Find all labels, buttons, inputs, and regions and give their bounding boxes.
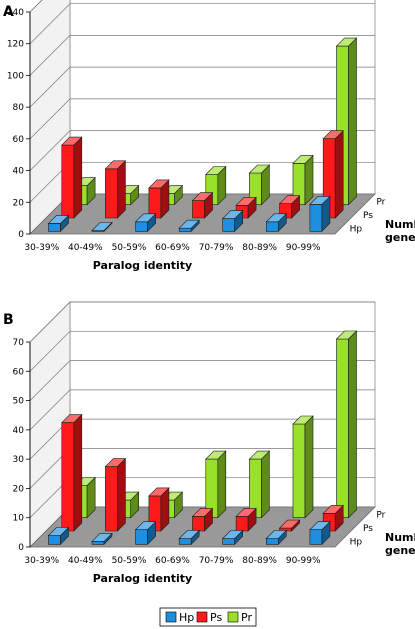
depth-label: Hp bbox=[350, 224, 363, 234]
chart-a: 0 20 40 60 80 100 120 140 30-39% 40-49% 50-59% 60-6… bbox=[7, 0, 415, 272]
bar-hp-60-69% bbox=[178, 529, 200, 546]
bar-ps-50-59% bbox=[148, 179, 170, 219]
bar-hp-80-89% bbox=[265, 529, 288, 546]
x-tick-label: 40-49% bbox=[68, 243, 103, 253]
y-tick-label: 120 bbox=[7, 40, 24, 50]
y-tick-label: 20 bbox=[13, 198, 25, 208]
x-tick-label: 40-49% bbox=[68, 556, 103, 566]
legend-swatch-pr bbox=[227, 611, 239, 623]
bar-pr-80-89% bbox=[292, 154, 314, 206]
gridline bbox=[29, 3, 375, 44]
z-axis-label: Number of bbox=[385, 218, 415, 231]
chart-b: 0 10 20 30 40 50 60 70 30-39% 40-49% 50-59% 60-69% 7… bbox=[13, 301, 415, 585]
bar-pr-70-79% bbox=[248, 164, 271, 206]
gridline bbox=[29, 389, 375, 431]
depth-label: Hp bbox=[350, 537, 363, 547]
bar-hp-30-39% bbox=[47, 526, 70, 546]
y-tick-label: 70 bbox=[13, 338, 25, 348]
y-tick-label: 40 bbox=[13, 167, 25, 177]
y-tick-label: 40 bbox=[13, 426, 25, 436]
bar-hp-50-59% bbox=[134, 213, 157, 233]
y-tick-label: 0 bbox=[18, 543, 24, 553]
y-tick-label: 140 bbox=[7, 8, 24, 18]
depth-label: Ps bbox=[363, 524, 373, 534]
gridline bbox=[29, 360, 375, 401]
depth-label: Pr bbox=[376, 198, 385, 208]
bar-pr-70-79% bbox=[248, 450, 271, 519]
bar-ps-70-79% bbox=[235, 507, 257, 532]
bar-ps-40-49% bbox=[104, 457, 127, 532]
z-axis-label-cont: genes bbox=[385, 231, 415, 244]
x-tick-label: 90-99% bbox=[286, 556, 321, 566]
bar-hp-90-99% bbox=[309, 195, 331, 233]
bar-ps-30-39% bbox=[61, 136, 83, 219]
x-axis-label: Paralog identity bbox=[93, 259, 192, 272]
bar-hp-70-79% bbox=[221, 529, 244, 546]
z-axis-label-cont: genes bbox=[385, 544, 415, 557]
gridline bbox=[29, 35, 375, 76]
bar-pr-60-69% bbox=[205, 450, 227, 519]
bar-hp-60-69% bbox=[178, 219, 200, 233]
bar-hp-30-39% bbox=[47, 214, 70, 233]
x-tick-label: 30-39% bbox=[24, 243, 59, 253]
y-tick-label: 60 bbox=[13, 135, 25, 145]
z-axis-label: Number of bbox=[385, 531, 415, 544]
gridline bbox=[29, 330, 375, 372]
x-tick-label: 60-69% bbox=[155, 243, 190, 253]
gridline bbox=[29, 130, 375, 171]
x-tick-label: 70-79% bbox=[199, 556, 234, 566]
bar-ps-60-69% bbox=[191, 191, 214, 219]
bar-ps-40-49% bbox=[104, 160, 127, 219]
x-axis-label: Paralog identity bbox=[93, 572, 192, 585]
gridline bbox=[29, 66, 375, 108]
bar-pr-80-89% bbox=[292, 415, 314, 519]
x-tick-label: 30-39% bbox=[24, 556, 59, 566]
x-tick-label: 50-59% bbox=[112, 243, 147, 253]
legend: Hp Ps Pr bbox=[159, 607, 257, 627]
bar-hp-50-59% bbox=[134, 520, 157, 546]
x-tick-label: 70-79% bbox=[199, 243, 234, 253]
bar-ps-60-69% bbox=[191, 507, 214, 532]
x-tick-label: 90-99% bbox=[286, 243, 321, 253]
y-tick-label: 50 bbox=[13, 397, 25, 407]
x-tick-label: 60-69% bbox=[155, 556, 190, 566]
bar-ps-30-39% bbox=[61, 413, 83, 532]
panel-label-b: B bbox=[3, 312, 14, 328]
bar-hp-70-79% bbox=[221, 209, 244, 233]
legend-label-ps: Ps bbox=[210, 611, 222, 624]
bar-hp-40-49% bbox=[91, 532, 113, 546]
bar-pr-90-99% bbox=[335, 330, 358, 519]
gridline bbox=[29, 98, 375, 140]
y-tick-label: 10 bbox=[13, 514, 25, 524]
legend-swatch-hp bbox=[165, 611, 177, 623]
panel-label-a: A bbox=[3, 4, 14, 20]
legend-label-hp: Hp bbox=[179, 611, 194, 624]
x-tick-label: 50-59% bbox=[112, 556, 147, 566]
bar-hp-40-49% bbox=[91, 221, 113, 233]
gridline bbox=[29, 301, 375, 343]
bar-hp-80-89% bbox=[265, 213, 288, 233]
bar-hp-90-99% bbox=[309, 520, 331, 546]
x-tick-label: 80-89% bbox=[242, 243, 277, 253]
x-tick-label: 80-89% bbox=[242, 556, 277, 566]
depth-label: Ps bbox=[363, 211, 373, 221]
legend-label-pr: Pr bbox=[241, 611, 252, 624]
legend-swatch-ps bbox=[196, 611, 208, 623]
y-tick-label: 60 bbox=[13, 367, 25, 377]
y-tick-label: 30 bbox=[13, 455, 25, 465]
y-tick-label: 80 bbox=[13, 103, 25, 113]
y-tick-label: 20 bbox=[13, 484, 25, 494]
depth-label: Pr bbox=[376, 511, 385, 521]
y-tick-label: 0 bbox=[18, 230, 24, 240]
y-tick-label: 100 bbox=[7, 71, 24, 81]
